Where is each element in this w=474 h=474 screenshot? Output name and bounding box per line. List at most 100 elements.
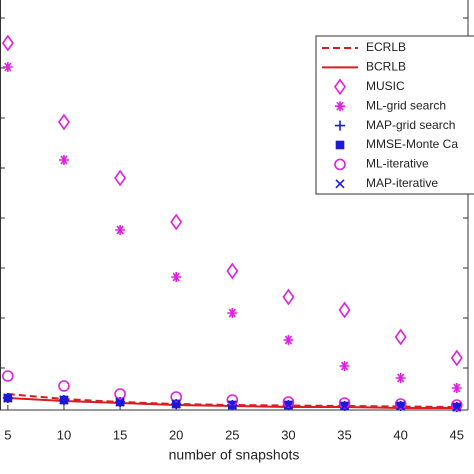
- legend-symbol-part: [335, 179, 345, 189]
- data-point: [394, 398, 407, 410]
- data-point-part: [451, 383, 462, 393]
- data-point-part: [283, 335, 294, 345]
- data-point-part: [282, 396, 295, 408]
- data-point: [227, 308, 238, 318]
- data-point: [1, 34, 14, 52]
- data-point: [3, 393, 13, 403]
- data-point-part: [450, 349, 463, 367]
- data-point: [394, 328, 407, 346]
- data-point: [227, 400, 237, 410]
- legend: ECRLB BCRLB MUSIC ML-grid search MAP-grid se…: [315, 35, 474, 195]
- data-point: [115, 225, 126, 235]
- data-point-part: [227, 400, 237, 410]
- legend-symbol: [335, 179, 345, 189]
- legend-label: MAP-iterative: [366, 176, 438, 190]
- x-tick-label: 5: [4, 427, 11, 442]
- data-point-part: [2, 370, 14, 382]
- data-point: [339, 401, 350, 411]
- data-point-part: [3, 393, 13, 403]
- data-point: [282, 396, 295, 408]
- data-point: [59, 395, 69, 405]
- data-point: [450, 399, 463, 411]
- legend-symbol-part: [335, 140, 345, 150]
- data-point-part: [58, 380, 70, 392]
- data-point: [338, 301, 351, 319]
- data-point: [283, 400, 293, 410]
- data-point: [452, 402, 462, 412]
- data-point: [58, 380, 70, 392]
- data-point: [2, 370, 14, 382]
- data-point-part: [452, 402, 462, 412]
- data-point: [395, 373, 406, 383]
- legend-label: MAP-grid search: [366, 118, 455, 132]
- data-point-part: [58, 155, 69, 165]
- data-point: [226, 262, 239, 280]
- legend-label: ECRLB: [366, 40, 406, 54]
- data-point-part: [394, 398, 407, 410]
- data-point-part: [115, 397, 125, 407]
- data-point-part: [339, 361, 350, 371]
- data-point-part: [226, 262, 239, 280]
- data-point: [282, 288, 295, 306]
- data-point: [114, 169, 127, 187]
- legend-label: MUSIC: [366, 79, 405, 93]
- data-point-part: [2, 62, 13, 72]
- data-point-part: [1, 34, 14, 52]
- legend-label: ML-grid search: [366, 98, 446, 112]
- data-point-part: [170, 391, 183, 403]
- legend-symbol: [334, 78, 346, 96]
- data-point-part: [171, 272, 182, 282]
- x-tick-label: 15: [113, 427, 127, 442]
- legend-symbol: [334, 158, 346, 171]
- data-point-part: [394, 328, 407, 346]
- data-point: [57, 113, 70, 131]
- data-point-part: [114, 388, 126, 400]
- data-point: [170, 213, 183, 231]
- x-tick-label: 35: [337, 427, 351, 442]
- data-point-part: [57, 113, 70, 131]
- legend-label: MMSE-Monte Ca: [366, 137, 458, 151]
- data-point: [170, 391, 183, 403]
- x-tick-label: 30: [281, 427, 295, 442]
- legend-box: [315, 35, 474, 195]
- legend-label: ML-iterative: [366, 157, 429, 171]
- data-point-part: [59, 395, 69, 405]
- data-point: [450, 349, 463, 367]
- data-point: [171, 272, 182, 282]
- data-point: [58, 155, 69, 165]
- x-tick-label: 20: [169, 427, 183, 442]
- data-point: [114, 388, 126, 400]
- data-point-part: [283, 400, 293, 410]
- data-point-part: [114, 169, 127, 187]
- data-point-part: [450, 399, 463, 411]
- data-point-part: [338, 301, 351, 319]
- x-tick-label: 10: [57, 427, 71, 442]
- legend-symbol-part: [334, 158, 346, 171]
- data-point-part: [171, 399, 181, 409]
- data-point-part: [339, 401, 350, 411]
- legend-label: BCRLB: [366, 60, 406, 74]
- legend-symbol-part: [334, 78, 346, 96]
- data-point-part: [282, 288, 295, 306]
- data-point-part: [338, 397, 351, 409]
- x-tick-label: 25: [225, 427, 239, 442]
- legend-symbol: [335, 140, 345, 150]
- legend-symbol: [335, 120, 345, 131]
- x-tick-label: 45: [450, 427, 464, 442]
- data-point-part: [396, 401, 406, 411]
- legend-symbol: [335, 101, 345, 112]
- data-point: [339, 361, 350, 371]
- x-tick-label: 40: [393, 427, 407, 442]
- data-point: [171, 399, 181, 409]
- data-point: [451, 383, 462, 393]
- legend-symbol-part: [335, 101, 345, 112]
- data-point-part: [227, 308, 238, 318]
- data-point: [2, 62, 13, 72]
- data-point-part: [395, 373, 406, 383]
- data-point: [283, 335, 294, 345]
- legend-symbol-part: [335, 120, 345, 131]
- data-point: [338, 397, 351, 409]
- data-point: [396, 401, 406, 411]
